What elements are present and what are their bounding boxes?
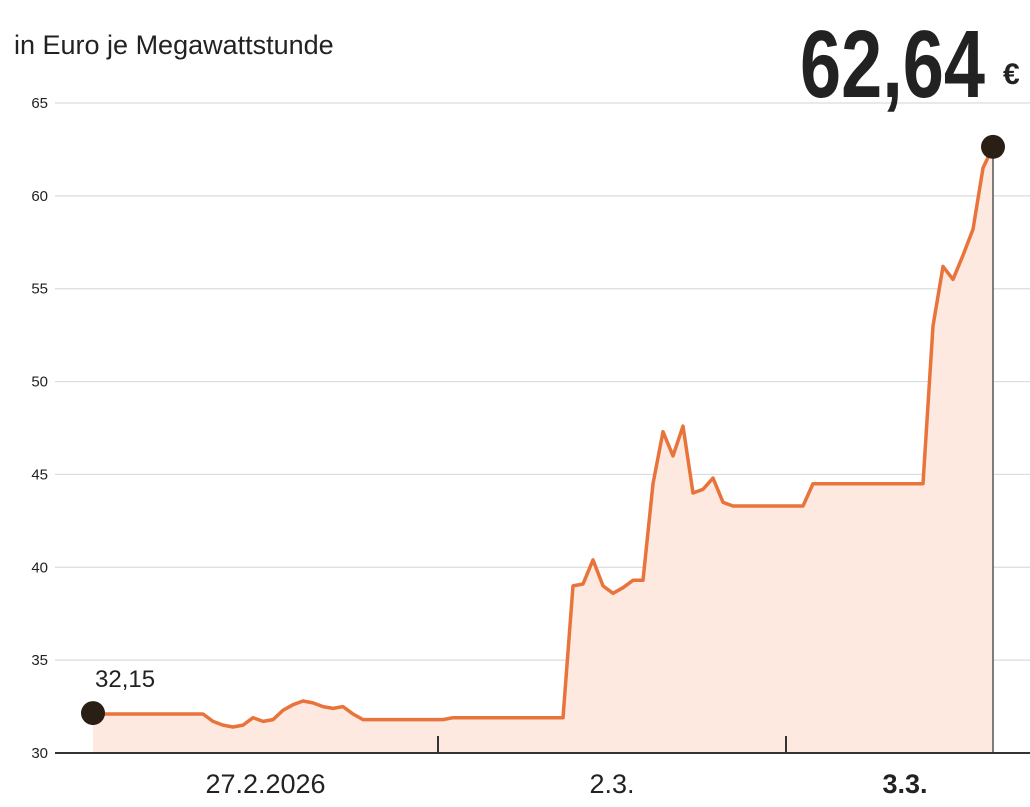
chart-subtitle: in Euro je Megawattstunde — [14, 30, 334, 60]
start-value-label: 32,15 — [95, 666, 155, 693]
y-tick-label: 55 — [31, 281, 48, 298]
current-value-label: 62,64 — [800, 11, 985, 118]
x-tick-label: 3.3. — [882, 769, 927, 799]
y-tick-label: 50 — [31, 374, 48, 391]
current-value-unit: € — [1003, 58, 1020, 91]
y-tick-label: 65 — [31, 95, 48, 112]
price-line — [92, 146, 995, 729]
y-tick-label: 60 — [31, 188, 48, 205]
end-point — [981, 134, 1005, 159]
y-tick-label: 45 — [31, 466, 48, 483]
y-tick-label: 30 — [31, 745, 48, 762]
area-fill — [93, 146, 993, 754]
y-tick-label: 40 — [31, 559, 48, 576]
end-point — [81, 701, 105, 726]
x-tick-label: 2.3. — [589, 769, 634, 799]
y-tick-label: 35 — [31, 652, 48, 669]
x-tick-label: 27.2.2026 — [205, 769, 325, 799]
